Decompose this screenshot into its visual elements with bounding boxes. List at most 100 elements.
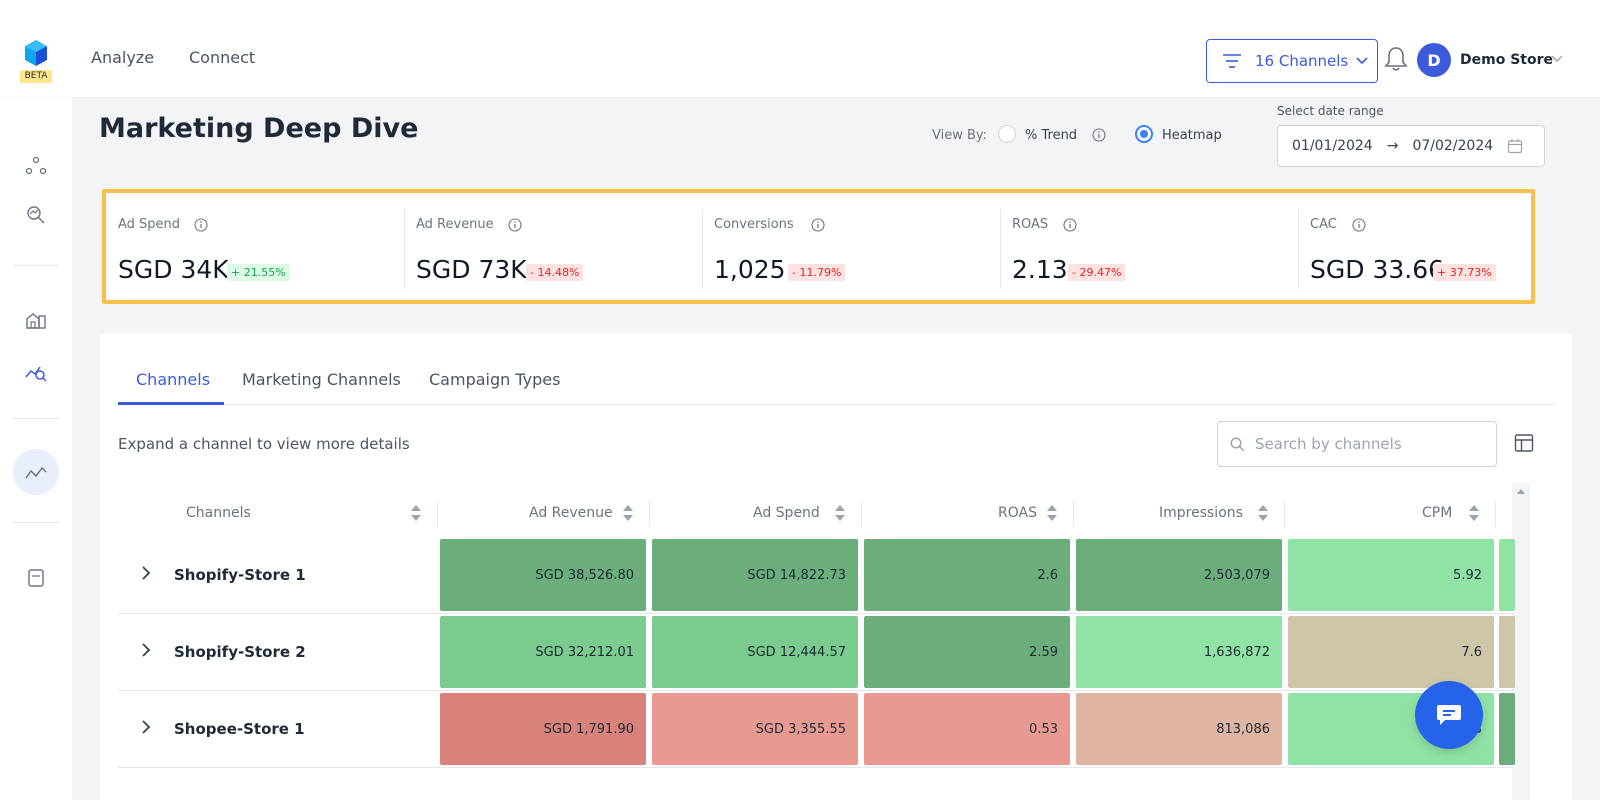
kpi-delta-badge: + 21.55% <box>227 264 290 281</box>
date-range-picker[interactable]: 01/01/2024 → 07/02/2024 <box>1277 125 1545 167</box>
table-header: Channels Ad Revenue Ad Spend ROAS Impres… <box>118 491 1538 537</box>
kpi-value: SGD 33.66 <box>1310 255 1445 284</box>
heatmap-cell: 813,086 <box>1076 693 1282 765</box>
kpi-roas: ROAS 2.13 - 29.47% <box>1000 193 1298 300</box>
kpi-ad-revenue: Ad Revenue SGD 73K - 14.48% <box>404 193 702 300</box>
chevron-right-icon[interactable] <box>140 642 152 658</box>
kpi-delta-badge: + 37.73% <box>1433 264 1496 281</box>
scroll-up-arrow-icon[interactable] <box>1517 489 1525 494</box>
channels-filter-label: 16 Channels <box>1255 52 1349 70</box>
chevron-right-icon[interactable] <box>140 565 152 581</box>
tab-bar: Channels Marketing Channels Campaign Typ… <box>118 359 1554 405</box>
column-header-cpm[interactable]: CPM <box>1422 505 1453 521</box>
chevron-down-icon <box>1356 57 1368 65</box>
heatmap-cell-partial <box>1499 539 1515 611</box>
heatmap-cell: SGD 14,822.73 <box>652 539 858 611</box>
kpi-label: ROAS <box>1012 217 1049 232</box>
table-row[interactable]: Shopify-Store 1 SGD 38,526.80 SGD 14,822.7… <box>118 537 1515 614</box>
radio-trend-label[interactable]: % Trend <box>1025 128 1078 143</box>
analytics-search-icon[interactable] <box>25 362 47 382</box>
sidebar-active-indicator <box>13 449 59 495</box>
radio-heatmap[interactable] <box>1135 125 1153 143</box>
tab-marketing-channels[interactable]: Marketing Channels <box>242 370 401 389</box>
heatmap-cell: 2.59 <box>864 616 1070 688</box>
channels-table-card: Channels Marketing Channels Campaign Typ… <box>100 333 1572 800</box>
kpi-summary-strip: Ad Spend SGD 34K + 21.55% Ad Revenue SGD… <box>102 189 1535 304</box>
sort-icon[interactable] <box>1468 503 1480 523</box>
sort-icon[interactable] <box>1257 503 1269 523</box>
column-divider <box>437 501 438 527</box>
kpi-value: SGD 34K <box>118 255 229 284</box>
tab-channels[interactable]: Channels <box>136 370 211 389</box>
channels-filter-button[interactable]: 16 Channels <box>1206 39 1378 83</box>
view-by-label: View By: <box>932 128 988 143</box>
nav-analyze[interactable]: Analyze <box>91 48 155 67</box>
kpi-label: Ad Revenue <box>416 217 494 232</box>
bell-icon[interactable] <box>1384 46 1408 72</box>
info-icon[interactable] <box>811 218 825 232</box>
sort-icon[interactable] <box>1046 503 1058 523</box>
avatar[interactable]: D <box>1417 43 1451 77</box>
sort-icon[interactable] <box>834 503 846 523</box>
date-start: 01/01/2024 <box>1292 138 1373 154</box>
kpi-value: SGD 73K <box>416 255 527 284</box>
store-icon[interactable] <box>25 310 47 330</box>
nav-connect[interactable]: Connect <box>189 48 256 67</box>
table-row[interactable]: Shopify-Store 2 SGD 32,212.01 SGD 12,444.5… <box>118 614 1515 691</box>
app-logo[interactable]: BETA <box>20 40 52 84</box>
kpi-label: Conversions <box>714 217 794 232</box>
chat-support-button[interactable] <box>1415 681 1483 749</box>
info-icon[interactable] <box>1352 218 1366 232</box>
column-header-ad-revenue[interactable]: Ad Revenue <box>529 505 613 521</box>
table-hint: Expand a channel to view more details <box>118 435 410 453</box>
info-icon[interactable] <box>1092 128 1106 142</box>
chevron-right-icon[interactable] <box>140 719 152 735</box>
calendar-icon <box>1508 139 1523 154</box>
radio-trend[interactable] <box>998 125 1016 143</box>
date-arrow: → <box>1386 138 1399 154</box>
kpi-delta-badge: - 14.48% <box>526 264 584 281</box>
column-header-impressions[interactable]: Impressions <box>1159 505 1243 521</box>
search-input[interactable] <box>1255 435 1485 453</box>
columns-settings-icon[interactable] <box>1514 433 1534 453</box>
heatmap-cell-partial <box>1499 616 1515 688</box>
column-divider <box>1284 501 1285 527</box>
store-name[interactable]: Demo Store <box>1460 52 1553 68</box>
info-icon[interactable] <box>1063 218 1077 232</box>
chevron-down-icon[interactable] <box>1551 55 1563 63</box>
column-divider <box>861 501 862 527</box>
tab-campaign-types[interactable]: Campaign Types <box>429 370 561 389</box>
heatmap-cell: 5.92 <box>1288 539 1494 611</box>
sidebar-divider <box>13 265 59 266</box>
heatmap-cell: SGD 3,355.55 <box>652 693 858 765</box>
search-icon <box>1230 436 1245 452</box>
kpi-divider <box>1000 209 1001 289</box>
heatmap-cell: 7.6 <box>1288 616 1494 688</box>
info-icon[interactable] <box>194 218 208 232</box>
channel-name[interactable]: Shopify-Store 1 <box>174 566 306 584</box>
column-header-ad-spend[interactable]: Ad Spend <box>753 505 820 521</box>
chat-icon <box>1437 705 1461 725</box>
radio-heatmap-label[interactable]: Heatmap <box>1162 128 1222 143</box>
heatmap-cell: SGD 32,212.01 <box>440 616 646 688</box>
nodes-icon[interactable] <box>25 156 47 176</box>
table-row[interactable]: Shopee-Store 1 SGD 1,791.90 SGD 3,355.55 0.… <box>118 691 1515 768</box>
kpi-delta-badge: - 11.79% <box>788 264 846 281</box>
info-icon[interactable] <box>508 218 522 232</box>
kpi-value: 2.13 <box>1012 255 1068 284</box>
sort-icon[interactable] <box>410 503 422 523</box>
column-header-roas[interactable]: ROAS <box>998 505 1037 521</box>
heatmap-cell: 0.53 <box>864 693 1070 765</box>
sidebar-divider <box>13 418 59 419</box>
channel-name[interactable]: Shopee-Store 1 <box>174 720 305 738</box>
trend-icon[interactable] <box>25 463 47 483</box>
sort-icon[interactable] <box>622 503 634 523</box>
search-insight-icon[interactable] <box>25 204 47 224</box>
document-icon[interactable] <box>25 568 47 588</box>
channel-name[interactable]: Shopify-Store 2 <box>174 643 306 661</box>
active-tab-underline <box>118 402 224 405</box>
table-scrollbar[interactable] <box>1512 483 1530 800</box>
column-header-channels[interactable]: Channels <box>186 505 251 521</box>
search-box[interactable] <box>1217 421 1497 467</box>
kpi-label: CAC <box>1310 217 1337 232</box>
